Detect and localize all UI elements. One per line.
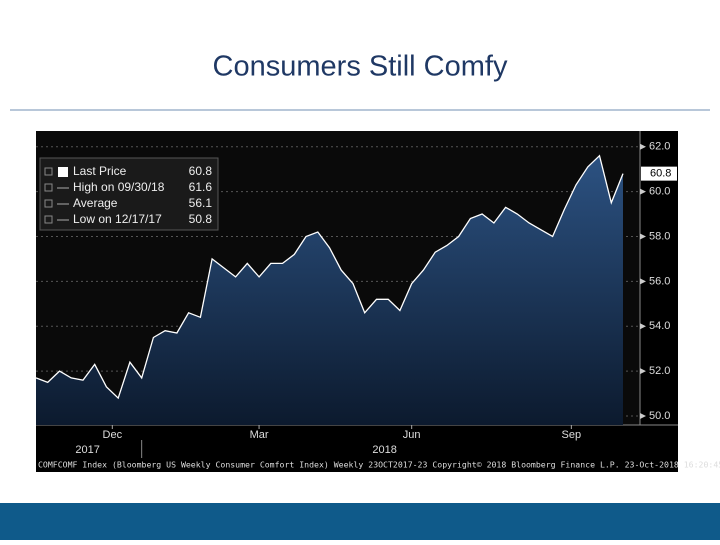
legend-value: 56.1 xyxy=(189,196,213,210)
y-tick-mark xyxy=(640,143,646,150)
legend-checkbox xyxy=(44,199,53,208)
area-fill xyxy=(36,155,623,425)
y-tick-label: 50.0 xyxy=(649,410,670,422)
legend-label: High on 09/30/18 xyxy=(73,180,165,194)
y-tick-label: 60.0 xyxy=(649,186,670,198)
legend-swatch xyxy=(58,167,68,177)
legend-box xyxy=(39,157,219,231)
legend-label: Low on 12/17/17 xyxy=(73,212,162,226)
legend: Last Price 60.8 High on 09/30/18 61.6 Averag… xyxy=(39,157,219,231)
x-tick-label: Dec xyxy=(103,429,123,441)
legend-checkbox xyxy=(44,215,53,224)
y-tick-label: 54.0 xyxy=(649,320,670,332)
plot: 50.0 52.0 54.0 56.0 58.0 60.0 62.0 Dec Mar Jun Sep… xyxy=(35,141,677,458)
y-tick-mark xyxy=(640,368,646,375)
price-line xyxy=(35,154,624,400)
bottom-bar xyxy=(0,503,720,540)
y-tick-label: 52.0 xyxy=(649,365,670,377)
legend-value: 61.6 xyxy=(189,180,213,194)
y-tick-mark xyxy=(640,278,646,285)
year-label: 2017 xyxy=(75,444,99,456)
last-price-tag xyxy=(641,166,677,181)
legend-value: 50.8 xyxy=(189,212,213,226)
y-tick-label: 58.0 xyxy=(649,230,670,242)
year-label: 2018 xyxy=(372,444,396,456)
y-tick-mark xyxy=(640,323,646,330)
legend-checkbox xyxy=(44,167,53,176)
y-tick-label: 56.0 xyxy=(649,275,670,287)
legend-label: Last Price xyxy=(73,164,127,178)
y-tick-label: 62.0 xyxy=(649,141,670,153)
footer-note: COMFCOMF Index (Bloomberg US Weekly Cons… xyxy=(38,460,720,470)
legend-label: Average xyxy=(73,196,118,210)
y-tick-mark xyxy=(640,413,646,420)
y-tick-mark xyxy=(640,188,646,195)
legend-value: 60.8 xyxy=(189,164,213,178)
y-tick-mark xyxy=(640,233,646,240)
x-tick-label: Mar xyxy=(250,429,269,441)
last-price-label: 60.8 xyxy=(650,168,671,180)
x-tick-label: Sep xyxy=(562,429,582,441)
legend-checkbox xyxy=(44,183,53,192)
slide-title: Consumers Still Comfy xyxy=(213,51,508,83)
x-tick-label: Jun xyxy=(403,429,421,441)
